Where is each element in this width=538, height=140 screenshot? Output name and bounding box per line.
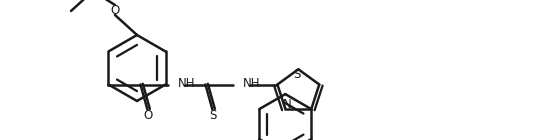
Text: NH: NH bbox=[243, 77, 260, 90]
Text: O: O bbox=[144, 109, 153, 122]
Text: O: O bbox=[110, 4, 119, 17]
Text: S: S bbox=[210, 109, 217, 122]
Text: S: S bbox=[294, 68, 301, 81]
Text: NH: NH bbox=[178, 77, 195, 90]
Text: N: N bbox=[283, 98, 292, 111]
